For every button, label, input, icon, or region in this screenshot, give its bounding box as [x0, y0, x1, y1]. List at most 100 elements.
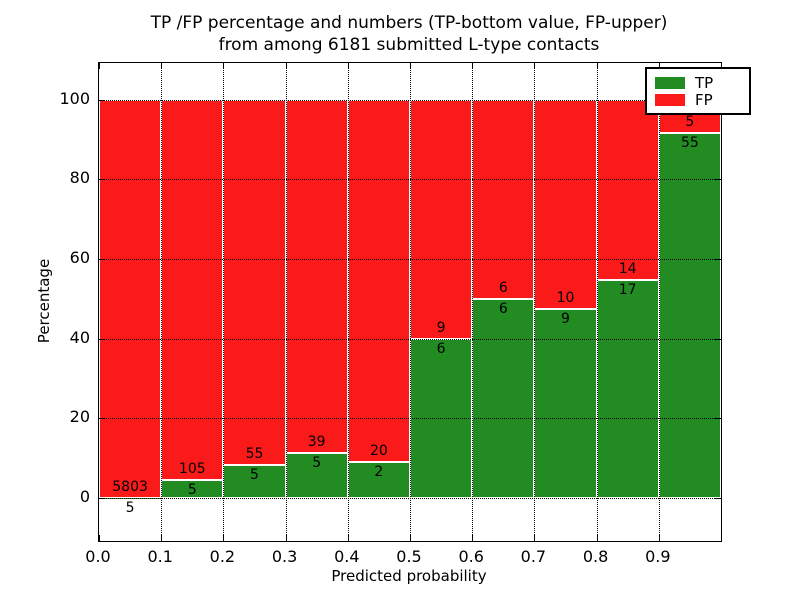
legend-item-tp: TP	[655, 74, 741, 91]
fp-count-label: 20	[369, 442, 388, 459]
bar-segment-fp	[347, 99, 410, 462]
y-tick-mark	[715, 338, 721, 340]
gridline-vertical	[285, 63, 287, 541]
x-axis-label: Predicted probability	[331, 567, 487, 585]
fp-count-label: 9	[436, 319, 446, 336]
legend-item-fp: FP	[655, 91, 741, 108]
y-tick-mark	[99, 99, 105, 101]
bar-segment-fp	[285, 99, 348, 453]
y-tick-label: 100	[59, 88, 90, 108]
fp-count-label: 10	[556, 290, 575, 307]
gridline-horizontal	[99, 418, 721, 420]
tp-swatch-icon	[655, 76, 685, 89]
x-tick-mark	[285, 63, 287, 69]
bar-segment-fp	[223, 99, 286, 465]
y-tick-mark	[99, 338, 105, 340]
bar-segment-fp	[596, 99, 659, 280]
y-tick-mark	[715, 258, 721, 260]
x-tick-label: 0.1	[147, 547, 173, 566]
x-tick-mark	[534, 63, 536, 69]
x-tick-mark	[596, 535, 598, 541]
x-tick-mark	[161, 535, 163, 541]
x-tick-mark	[410, 535, 411, 541]
x-tick-mark	[534, 535, 536, 541]
x-tick-mark	[347, 535, 349, 541]
gridline-vertical	[596, 63, 598, 541]
bar-segment-fp	[99, 99, 162, 498]
x-tick-mark	[161, 63, 163, 69]
y-tick-label: 0	[79, 486, 90, 506]
tp-count-label: 5	[125, 499, 135, 516]
bar-segment-tp	[285, 452, 348, 498]
plot-area: 5803 5 105 5 55 5 39 5 20 2 9 6 6 6 10 9 14 17 5 55	[98, 62, 722, 542]
chart-title-line1: TP /FP percentage and numbers (TP-bottom…	[150, 13, 668, 33]
chart-title: TP /FP percentage and numbers (TP-bottom…	[98, 12, 720, 56]
gridline-vertical	[161, 63, 163, 541]
tp-count-label: 9	[561, 311, 570, 328]
bar-segment-tp	[658, 132, 721, 498]
x-tick-mark	[596, 63, 598, 69]
x-tick-label: 0.2	[209, 547, 236, 566]
y-tick-label: 20	[69, 407, 90, 427]
fp-count-label: 14	[618, 260, 637, 277]
legend: TP FP	[645, 67, 751, 115]
x-tick-label: 0.0	[85, 547, 111, 566]
y-tick-label: 40	[69, 327, 90, 347]
chart-title-line2: from among 6181 submitted L-type contact…	[218, 35, 600, 55]
tp-count-label: 2	[374, 463, 384, 480]
y-tick-mark	[99, 179, 105, 181]
legend-label-fp: FP	[695, 90, 713, 109]
y-tick-mark	[715, 497, 721, 499]
x-tick-mark	[658, 63, 660, 69]
gridline-horizontal	[99, 258, 721, 260]
fp-count-label: 39	[307, 433, 326, 450]
bar-segment-tp	[472, 298, 535, 498]
bar-segment-fp	[410, 99, 473, 339]
x-tick-label: 0.3	[271, 547, 298, 566]
x-tick-mark	[410, 63, 411, 69]
tp-count-label: 6	[498, 300, 508, 317]
bar-segment-fp	[534, 99, 597, 310]
fp-count-label: 5803	[112, 478, 148, 495]
gridline-vertical	[534, 63, 536, 541]
gridline-vertical	[410, 63, 411, 541]
tp-count-label: 6	[436, 340, 446, 357]
x-tick-label: 0.8	[582, 547, 609, 566]
x-tick-label: 0.9	[645, 547, 671, 566]
y-tick-mark	[715, 418, 721, 420]
tp-count-label: 5	[187, 481, 197, 498]
x-tick-mark	[347, 63, 349, 69]
bar-segment-tp	[534, 309, 597, 498]
tp-count-label: 5	[312, 454, 322, 471]
gridline-vertical	[223, 63, 225, 541]
gridline-vertical	[472, 63, 474, 541]
bar-segment-tp	[347, 461, 410, 498]
bar-segment-tp	[223, 464, 286, 498]
bar-segment-fp	[472, 99, 535, 299]
gridline-horizontal	[99, 338, 721, 340]
gridline-vertical	[658, 63, 660, 541]
bar-segment-tp	[596, 279, 659, 498]
bar-segment-fp	[161, 99, 224, 480]
y-tick-mark	[715, 179, 721, 181]
x-tick-mark	[99, 535, 100, 541]
x-tick-mark	[223, 535, 225, 541]
fp-count-label: 6	[498, 279, 508, 296]
y-tick-mark	[99, 258, 105, 260]
y-tick-label: 80	[69, 168, 90, 188]
x-tick-mark	[223, 63, 225, 69]
x-tick-label: 0.7	[520, 547, 547, 566]
tp-count-label: 17	[618, 281, 637, 298]
x-tick-mark	[472, 535, 474, 541]
x-tick-mark	[658, 535, 660, 541]
y-tick-mark	[99, 497, 105, 499]
gridline-horizontal	[99, 99, 721, 101]
fp-count-label: 105	[178, 460, 206, 477]
fp-count-label: 55	[245, 445, 264, 462]
x-tick-label: 0.5	[396, 547, 422, 566]
tp-count-label: 5	[250, 466, 259, 483]
gridline-vertical	[347, 63, 349, 541]
x-tick-mark	[99, 63, 100, 69]
tp-count-label: 55	[680, 134, 699, 151]
